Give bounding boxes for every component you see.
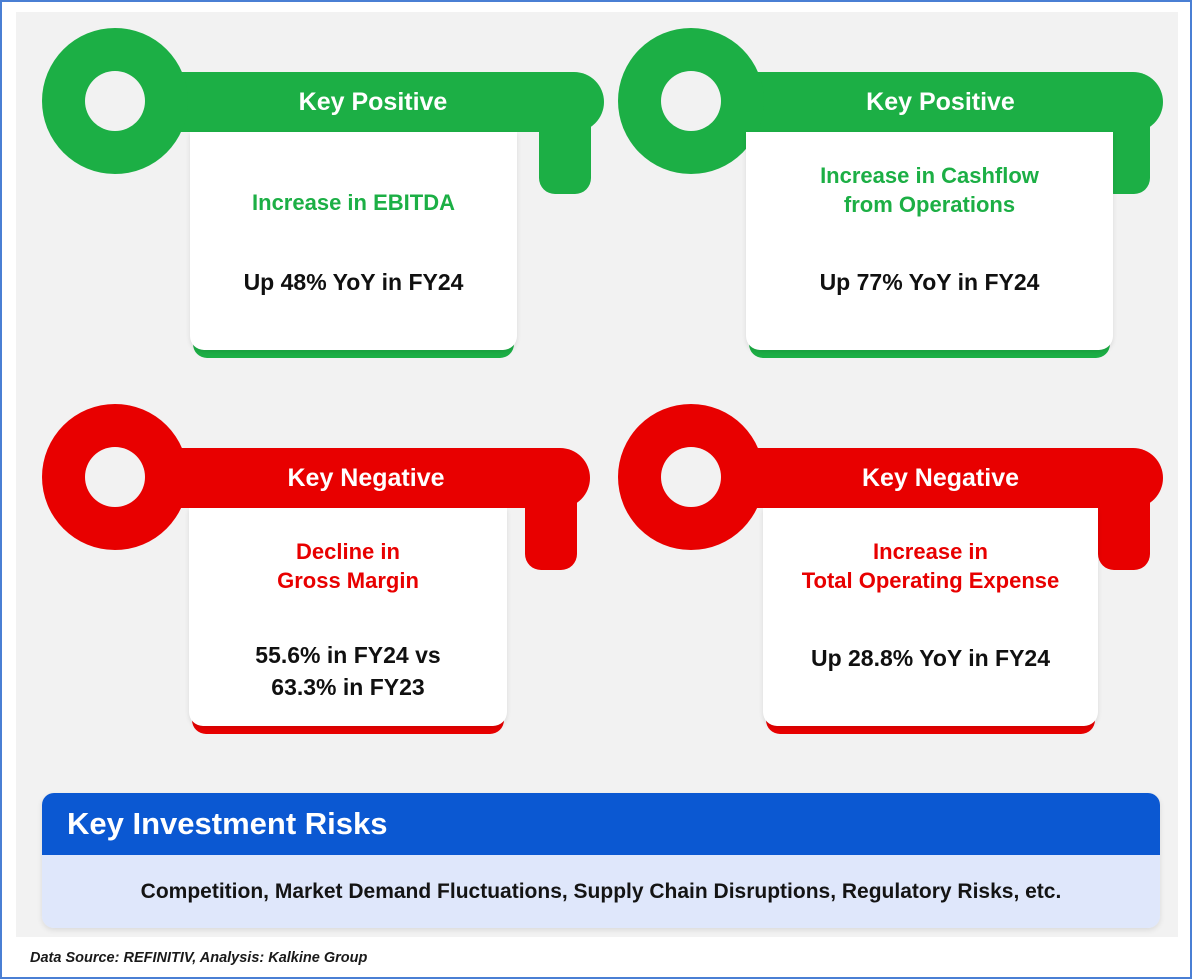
card-headline: Increase in Cashflow from Operations [810, 161, 1049, 219]
key-head-ring-icon [42, 28, 188, 174]
key-investment-risks-panel: Key Investment Risks Competition, Market… [42, 793, 1160, 928]
risks-body: Competition, Market Demand Fluctuations,… [42, 855, 1160, 928]
card-value-line: Up 77% YoY in FY24 [819, 269, 1040, 295]
card-headline-line: Increase in EBITDA [252, 190, 455, 215]
card-value: 55.6% in FY24 vs 63.3% in FY23 [245, 639, 450, 703]
card-headline-line: from Operations [843, 192, 1016, 217]
key-shaft-icon [718, 448, 1163, 508]
key-shaft-icon [142, 448, 590, 508]
key-tooth-icon [1098, 500, 1150, 570]
card-value-line: 55.6% in FY24 vs [255, 642, 441, 668]
card-body: Decline in Gross Margin 55.6% in FY24 vs… [189, 508, 507, 726]
card-headline: Increase in EBITDA [242, 188, 465, 217]
card-banner-label: Key Negative [861, 464, 1020, 492]
card-panel: Increase in EBITDA Up 48% YoY in FY24 [190, 132, 517, 358]
footer-source-note: Data Source: REFINITIV, Analysis: Kalkin… [30, 950, 368, 966]
key-card-increase-in-ebitda: Key Positive Increase in EBITDA Up 48% Y… [42, 28, 607, 358]
key-shaft-icon [718, 72, 1163, 132]
card-headline: Increase in Total Operating Expense [792, 537, 1070, 595]
card-banner-label: Key Positive [866, 88, 1015, 116]
card-panel: Increase in Total Operating Expense Up 2… [763, 508, 1098, 734]
card-headline: Decline in Gross Margin [267, 537, 429, 595]
card-value-line: Up 48% YoY in FY24 [243, 269, 464, 295]
key-card-increase-in-total-operating-expense: Key Negative Increase in Total Operating… [618, 404, 1163, 734]
key-card-decline-in-gross-margin: Key Negative Decline in Gross Margin 55.… [42, 404, 592, 734]
key-head-ring-icon [42, 404, 188, 550]
card-headline-line: Increase in Cashflow [820, 163, 1039, 188]
card-body: Increase in Cashflow from Operations Up … [746, 132, 1113, 350]
card-headline-line: Total Operating Expense [801, 568, 1060, 593]
key-head-ring-icon [618, 28, 764, 174]
key-tooth-icon [539, 124, 591, 194]
key-shaft-icon [142, 72, 604, 132]
card-headline-line: Increase in [873, 539, 988, 564]
card-value: Up 77% YoY in FY24 [810, 266, 1050, 298]
card-value: Up 28.8% YoY in FY24 [801, 642, 1060, 674]
card-headline-line: Gross Margin [277, 568, 419, 593]
risks-title: Key Investment Risks [42, 793, 1160, 855]
card-body: Increase in EBITDA Up 48% YoY in FY24 [190, 132, 517, 350]
card-panel: Decline in Gross Margin 55.6% in FY24 vs… [189, 508, 507, 734]
card-value-line: 63.3% in FY23 [271, 674, 425, 700]
key-head-ring-icon [618, 404, 764, 550]
card-body: Increase in Total Operating Expense Up 2… [763, 508, 1098, 726]
card-value: Up 48% YoY in FY24 [234, 266, 474, 298]
card-headline-line: Decline in [296, 539, 400, 564]
key-card-increase-in-cashflow-from-operations: Key Positive Increase in Cashflow from O… [618, 28, 1163, 358]
card-panel: Increase in Cashflow from Operations Up … [746, 132, 1113, 358]
card-banner-label: Key Positive [298, 88, 448, 116]
key-tooth-icon [525, 500, 577, 570]
card-value-line: Up 28.8% YoY in FY24 [810, 645, 1051, 671]
card-banner-label: Key Negative [287, 464, 445, 492]
